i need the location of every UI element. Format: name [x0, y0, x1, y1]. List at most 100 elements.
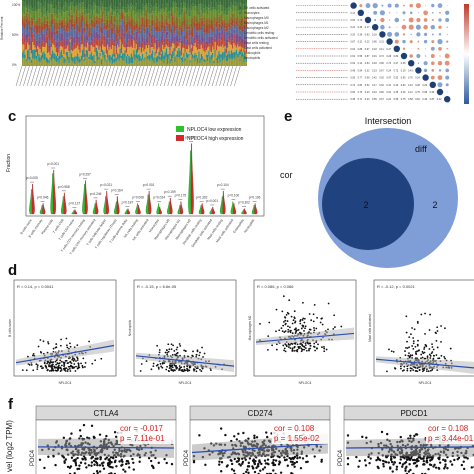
a-bar-segment: [138, 33, 140, 37]
a-bar-segment: [75, 23, 78, 31]
a-bar-segment: [224, 46, 226, 49]
a-bar-segment: [117, 0, 119, 8]
data-point: [263, 466, 267, 469]
a-sample-label: [134, 65, 141, 87]
data-point: [69, 370, 72, 372]
a-bar-segment: [88, 37, 90, 42]
a-bar-segment: [148, 0, 150, 4]
a-bar-segment: [28, 0, 30, 4]
violin-high: [243, 208, 247, 215]
data-point: [405, 331, 408, 334]
a-bar-segment: [93, 20, 95, 29]
a-bar-segment: [203, 41, 205, 51]
a-bar-segment: [128, 6, 130, 10]
a-sample-label: [100, 65, 108, 87]
a-legend-swatch: [238, 16, 242, 20]
data-point: [428, 348, 431, 350]
data-point: [48, 370, 51, 372]
a-bar-segment: [39, 36, 41, 45]
b-cell: [439, 11, 441, 14]
data-point: [182, 370, 185, 373]
a-bar-segment: [213, 63, 215, 66]
a-bar-segment: [203, 50, 205, 59]
data-point: [388, 348, 390, 351]
a-bar-segment: [74, 29, 76, 37]
a-bar-segment: [180, 21, 183, 28]
a-bar-segment: [217, 20, 219, 24]
a-bar-segment: [122, 44, 124, 54]
a-bar-segment: [215, 21, 218, 28]
b-cell: [445, 68, 450, 73]
a-bar-segment: [210, 28, 213, 37]
a-bar-segment: [28, 13, 30, 20]
a-bar-segment: [39, 44, 41, 50]
p-value-label: p=0.001: [47, 162, 59, 166]
a-bar-segment: [204, 0, 206, 6]
data-point: [239, 464, 242, 467]
data-point: [244, 458, 247, 461]
data-point: [220, 470, 223, 473]
a-bar-segment: [65, 0, 68, 3]
b-cell: [445, 10, 450, 15]
a-bar-segment: [202, 0, 204, 5]
data-point: [178, 365, 181, 367]
data-point: [389, 466, 392, 469]
data-point: [150, 368, 153, 371]
a-bar-segment: [42, 52, 44, 59]
a-bar-segment: [153, 57, 155, 64]
data-point: [225, 465, 229, 468]
a-bar-segment: [139, 25, 141, 31]
a-bar-segment: [215, 41, 218, 51]
a-bar-segment: [220, 54, 223, 58]
a-bar-segment: [164, 44, 166, 48]
a-bar-segment: [54, 53, 56, 61]
a-bar-segment: [113, 12, 115, 16]
b-cell: [438, 25, 442, 29]
a-bar-segment: [145, 3, 148, 6]
a-bar-segment: [79, 32, 81, 42]
b-cell: [380, 24, 385, 30]
a-bar-segment: [105, 38, 108, 47]
data-point: [36, 364, 39, 367]
a-bar-segment: [63, 12, 65, 17]
a-bar-segment: [158, 59, 160, 66]
a-bar-segment: [140, 34, 143, 44]
a-bar-segment: [204, 48, 206, 53]
a-bar-segment: [42, 46, 44, 53]
data-point: [409, 468, 412, 472]
data-point: [304, 327, 306, 330]
violin-high: [233, 203, 237, 215]
a-bar-segment: [23, 28, 25, 36]
a-bar-segment: [79, 41, 81, 48]
a-bar-segment: [120, 42, 123, 48]
a-bar-segment: [108, 41, 110, 48]
data-point: [113, 431, 117, 434]
b-cell: [394, 32, 400, 37]
b-cell-value: 0.17: [350, 12, 355, 15]
a-bar-segment: [87, 42, 89, 51]
a-bar-segment: [125, 52, 128, 57]
a-bar-segment: [155, 48, 158, 54]
a-bar-segment: [40, 27, 43, 36]
a-bar-segment: [229, 40, 231, 45]
a-bar-segment: [69, 3, 71, 7]
a-bar-segment: [215, 34, 218, 42]
data-point: [416, 343, 419, 346]
a-bar-segment: [53, 18, 55, 27]
a-bar-segment: [98, 14, 100, 18]
data-point: [436, 330, 439, 332]
a-bar-segment: [112, 38, 114, 41]
a-sample-label: [60, 65, 67, 87]
a-bar-segment: [189, 8, 191, 17]
a-bar-segment: [90, 5, 93, 11]
a-bar-segment: [193, 0, 195, 7]
data-point: [406, 369, 409, 372]
a-bar-segment: [60, 29, 63, 35]
a-y-label: Relative Percent: [0, 16, 4, 40]
a-bar-segment: [149, 53, 151, 56]
a-bar-segment: [148, 18, 150, 25]
b-cell: [431, 61, 435, 65]
a-bar-segment: [117, 40, 119, 45]
b-cell-value: 0.42: [372, 77, 377, 80]
